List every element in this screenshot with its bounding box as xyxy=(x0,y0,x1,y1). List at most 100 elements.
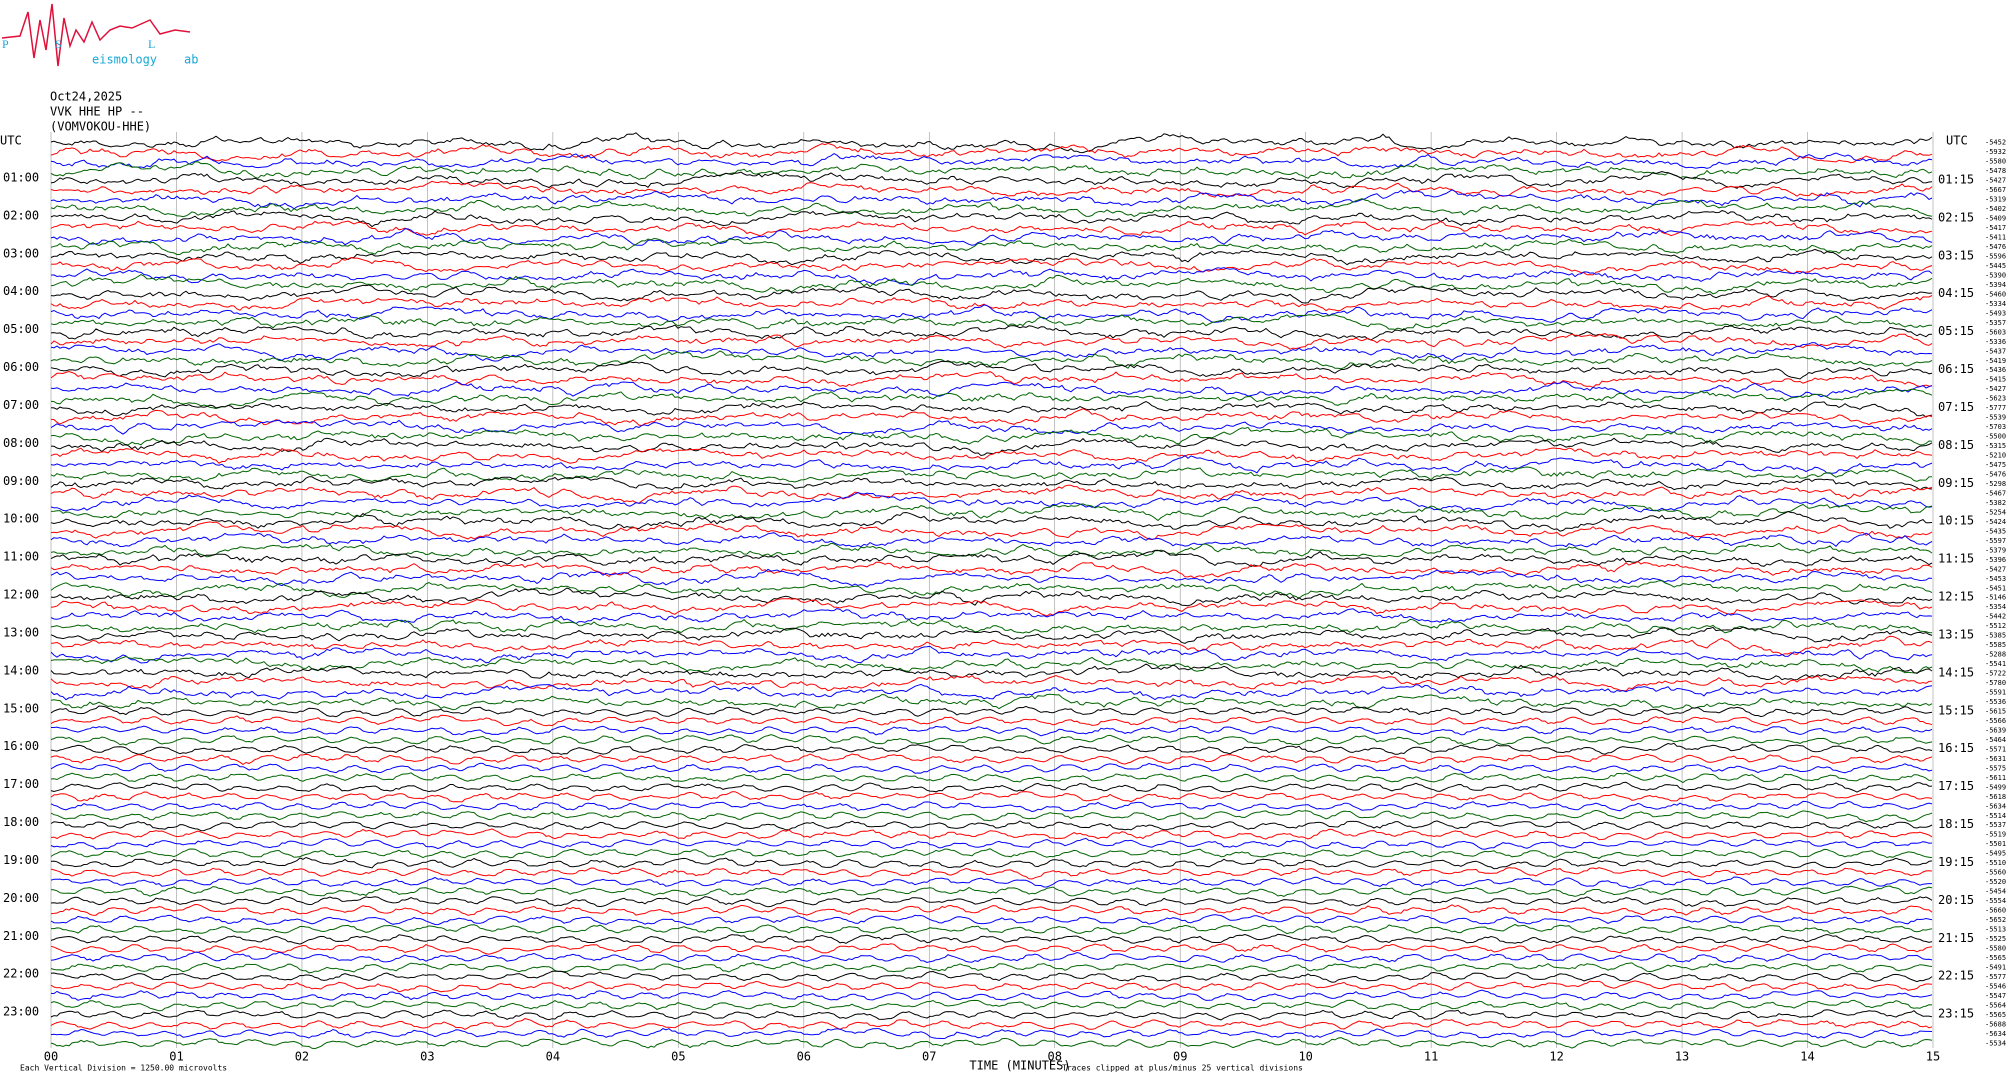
left-time-label: 06:00 xyxy=(3,360,39,374)
trace xyxy=(50,848,1933,859)
row-offset: -5634 xyxy=(1985,1030,2006,1038)
left-time-label: 13:00 xyxy=(3,625,39,639)
row-offset: -5415 xyxy=(1985,376,2006,384)
x-tick-label: 04 xyxy=(546,1050,560,1064)
trace xyxy=(50,549,1933,568)
logo-letter: S xyxy=(55,37,62,51)
left-time-label: 16:00 xyxy=(3,739,39,753)
x-tick-label: 02 xyxy=(295,1050,309,1064)
left-time-label: 08:00 xyxy=(3,436,39,450)
right-time-label: 06:15 xyxy=(1938,362,1974,376)
row-offset: -5357 xyxy=(1985,319,2006,327)
right-time-label: 02:15 xyxy=(1938,210,1974,224)
trace xyxy=(50,791,1933,803)
trace xyxy=(50,896,1933,908)
row-offset: -5547 xyxy=(1985,992,2006,1000)
row-offset: -5254 xyxy=(1985,508,2006,516)
trace xyxy=(50,742,1933,755)
trace xyxy=(50,274,1933,295)
trace xyxy=(50,237,1933,256)
row-offset: -5571 xyxy=(1985,745,2006,753)
right-time-label: 04:15 xyxy=(1938,286,1974,300)
right-time-label: 18:15 xyxy=(1938,817,1974,831)
trace xyxy=(50,970,1933,983)
logo-small: ab xyxy=(184,53,198,67)
row-offset: -5565 xyxy=(1985,1011,2006,1019)
row-offset: -5354 xyxy=(1985,603,2006,611)
row-offset: -5396 xyxy=(1985,556,2006,564)
trace xyxy=(50,608,1933,625)
row-offset: -5442 xyxy=(1985,613,2006,621)
x-tick-label: 06 xyxy=(797,1050,811,1064)
row-offset: -5525 xyxy=(1985,935,2006,943)
trace xyxy=(50,400,1933,418)
date: Oct24,2025 xyxy=(50,90,122,104)
row-offset: -5454 xyxy=(1985,888,2006,896)
trace xyxy=(50,248,1933,266)
trace xyxy=(50,1037,1933,1050)
row-offset: -5541 xyxy=(1985,660,2006,668)
row-offset: -5319 xyxy=(1985,196,2006,204)
trace xyxy=(50,1028,1933,1040)
row-offset: -5520 xyxy=(1985,878,2006,886)
right-time-label: 12:15 xyxy=(1938,590,1974,604)
trace xyxy=(50,210,1933,228)
trace xyxy=(51,923,1933,935)
left-time-label: 20:00 xyxy=(3,891,39,905)
station: VVK HHE HP -- xyxy=(50,105,144,119)
left-time-label: 09:00 xyxy=(3,474,39,488)
left-time-label: 18:00 xyxy=(3,815,39,829)
row-offset: -5554 xyxy=(1985,897,2006,905)
row-offset: -5546 xyxy=(1985,982,2006,990)
trace xyxy=(50,370,1933,388)
trace xyxy=(50,304,1933,323)
row-offset: -5419 xyxy=(1985,357,2006,365)
row-offset: -5652 xyxy=(1985,916,2006,924)
trace xyxy=(50,180,1933,198)
row-offset: -5703 xyxy=(1985,423,2006,431)
row-offset: -5336 xyxy=(1985,338,2006,346)
trace xyxy=(50,484,1933,504)
trace xyxy=(50,856,1933,870)
right-time-label: 16:15 xyxy=(1938,741,1974,755)
row-offset: -5453 xyxy=(1985,575,2006,583)
right-time-label: 13:15 xyxy=(1938,627,1974,641)
left-time-label: 02:00 xyxy=(3,208,39,222)
row-offset: -5390 xyxy=(1985,271,2006,279)
right-time-label: 07:15 xyxy=(1938,400,1974,414)
trace xyxy=(50,885,1933,897)
row-offset: -5512 xyxy=(1985,622,2006,630)
trace xyxy=(50,568,1933,588)
trace xyxy=(50,350,1933,370)
right-time-label: 21:15 xyxy=(1938,931,1974,945)
right-time-label: 08:15 xyxy=(1938,438,1974,452)
row-offset: -5618 xyxy=(1985,793,2006,801)
row-offset: -5514 xyxy=(1985,812,2006,820)
trace xyxy=(50,170,1933,189)
row-offset: -5566 xyxy=(1985,717,2006,725)
row-offset: -5146 xyxy=(1985,594,2006,602)
trace xyxy=(50,626,1933,644)
trace xyxy=(50,152,1933,169)
row-offset: -5591 xyxy=(1985,689,2006,697)
trace xyxy=(50,419,1933,436)
row-offset: -5688 xyxy=(1985,1020,2006,1028)
trace xyxy=(50,598,1933,617)
row-offset: -5385 xyxy=(1985,632,2006,640)
trace xyxy=(50,645,1933,664)
x-tick-label: 09 xyxy=(1173,1050,1187,1064)
trace xyxy=(50,762,1933,774)
row-offset: -5537 xyxy=(1985,821,2006,829)
row-offset: -5382 xyxy=(1985,499,2006,507)
row-offset: -5411 xyxy=(1985,234,2006,242)
row-offset: -5464 xyxy=(1985,736,2006,744)
trace xyxy=(50,561,1933,579)
trace xyxy=(50,189,1933,210)
trace xyxy=(50,809,1933,823)
trace xyxy=(50,360,1933,380)
left-time-label: 17:00 xyxy=(3,777,39,791)
row-offset: -5379 xyxy=(1985,546,2006,554)
left-time-label: 10:00 xyxy=(3,512,39,526)
left-time-label: 04:00 xyxy=(3,284,39,298)
row-offset: -5596 xyxy=(1985,252,2006,260)
